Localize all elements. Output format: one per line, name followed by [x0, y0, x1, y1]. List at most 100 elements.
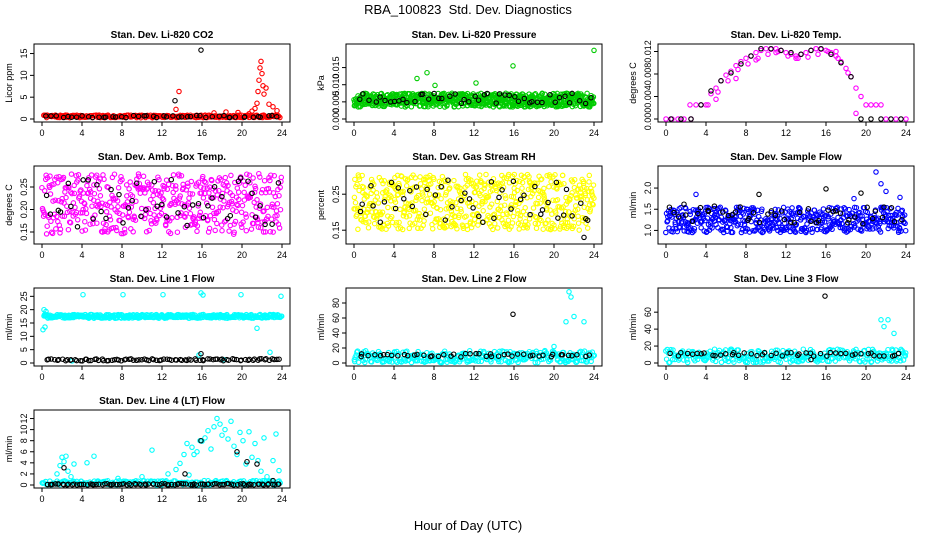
data-point	[432, 192, 439, 198]
y-tick-label: 20	[19, 305, 29, 315]
data-point	[61, 465, 67, 471]
data-point	[688, 116, 694, 122]
data-point	[800, 346, 807, 352]
data-point	[551, 222, 557, 228]
data-point	[101, 176, 107, 183]
data-point	[467, 351, 473, 357]
data-point	[255, 224, 262, 230]
data-point	[405, 201, 412, 207]
data-point	[54, 213, 60, 220]
data-point	[403, 183, 410, 189]
data-point	[740, 211, 747, 217]
data-point	[717, 352, 724, 358]
y-axis-label: ml/min	[316, 314, 326, 341]
panel-title: Stan. Dev. Li-820 Temp.	[731, 30, 842, 41]
data-point	[684, 350, 691, 357]
data-point	[140, 173, 147, 180]
data-point	[184, 222, 190, 229]
data-point	[120, 291, 126, 298]
data-point	[415, 225, 421, 232]
data-point	[560, 212, 567, 218]
y-tick-label: 0.25	[19, 178, 29, 196]
data-point	[532, 214, 539, 220]
data-point	[170, 172, 177, 178]
data-point	[454, 226, 460, 232]
data-point	[773, 49, 779, 56]
data-point	[454, 205, 460, 212]
x-tick-label: 24	[901, 372, 911, 382]
data-point	[868, 102, 874, 108]
data-point	[852, 351, 858, 357]
data-point	[143, 207, 149, 213]
data-point	[581, 319, 587, 325]
data-point	[420, 192, 426, 198]
data-point	[574, 206, 581, 212]
data-point	[793, 55, 799, 62]
data-point	[82, 227, 89, 233]
data-point	[143, 113, 149, 119]
x-tick-label: 24	[589, 128, 599, 138]
data-point	[87, 221, 93, 227]
x-tick-label: 4	[79, 250, 84, 260]
data-point	[488, 353, 495, 360]
data-point	[79, 113, 85, 119]
data-point	[720, 209, 726, 215]
data-point	[566, 289, 572, 295]
data-point	[175, 480, 182, 487]
data-point	[725, 212, 732, 219]
data-point	[562, 93, 568, 100]
data-point	[711, 346, 718, 352]
data-point	[176, 88, 182, 95]
data-point	[463, 213, 469, 219]
data-point	[899, 207, 906, 214]
data-point	[741, 222, 748, 228]
data-point	[133, 180, 140, 186]
data-point	[773, 350, 779, 357]
y-tick-label: 12	[19, 414, 29, 424]
data-point	[241, 189, 247, 196]
data-point	[91, 190, 98, 197]
data-point	[565, 223, 572, 230]
data-point	[243, 214, 249, 220]
data-point	[73, 114, 80, 120]
x-tick-label: 16	[197, 250, 207, 260]
data-point	[388, 193, 394, 200]
data-point	[274, 212, 280, 219]
y-tick-label: 0.15	[331, 221, 341, 239]
y-tick-label: 10	[19, 425, 29, 435]
data-point	[187, 210, 194, 217]
data-point	[52, 197, 59, 203]
data-point	[901, 212, 908, 218]
data-point	[480, 198, 486, 205]
data-point	[184, 114, 191, 120]
data-point	[902, 350, 909, 356]
data-point	[237, 175, 244, 181]
data-point	[797, 206, 803, 212]
data-point	[575, 213, 581, 220]
data-point	[502, 195, 509, 202]
data-point	[399, 173, 405, 180]
data-point	[185, 200, 192, 206]
y-axis-label: Licor ppm	[4, 63, 14, 103]
data-point	[219, 190, 226, 197]
x-axis-caption: Hour of Day (UTC)	[413, 518, 523, 533]
data-point	[584, 197, 591, 203]
x-tick-label: 12	[469, 128, 479, 138]
data-point	[94, 182, 100, 188]
data-point	[277, 206, 284, 213]
data-point	[545, 217, 551, 223]
data-point	[278, 313, 285, 319]
data-point	[728, 70, 734, 76]
data-point	[382, 97, 388, 104]
y-tick-label: 2.0	[643, 182, 653, 195]
data-point	[368, 183, 374, 189]
data-point	[115, 204, 121, 210]
data-point	[269, 201, 276, 208]
data-point	[270, 457, 276, 464]
data-point	[563, 186, 570, 193]
data-point	[250, 357, 256, 363]
panel-3: Stan. Dev. Li-820 Temp.degrees C0 4 8 12 16 2…	[628, 30, 915, 138]
x-tick-label: 4	[79, 372, 84, 382]
data-point	[415, 214, 422, 220]
x-tick-label: 0	[351, 372, 356, 382]
